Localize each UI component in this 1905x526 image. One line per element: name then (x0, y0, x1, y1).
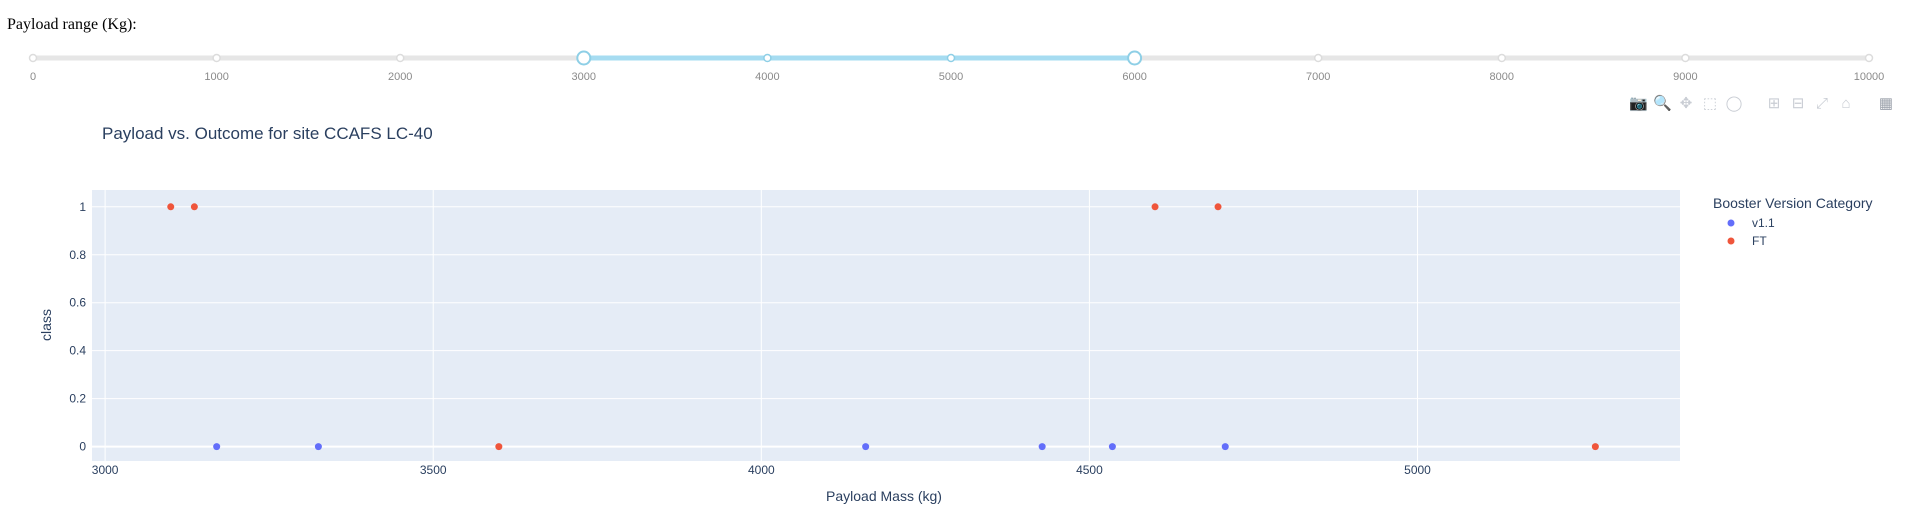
y-tick-label: 0.2 (69, 392, 86, 406)
slider-handle-max[interactable] (1127, 50, 1143, 66)
slider-mark-label: 9000 (1673, 71, 1697, 83)
legend-title: Booster Version Category (1713, 195, 1873, 211)
scatter-point-v1-1 (213, 443, 221, 451)
reset-axes-icon[interactable]: ⌂ (1841, 95, 1851, 112)
slider-mark-dot (1864, 53, 1874, 63)
scatter-point-ft (190, 203, 198, 211)
legend-item-ft[interactable]: FT (1727, 234, 1768, 248)
chart-title: Payload vs. Outcome for site CCAFS LC-40 (102, 124, 433, 143)
scatter-point-ft (1214, 203, 1222, 211)
slider-mark-dot (946, 53, 956, 63)
camera-icon[interactable]: 📷 (1629, 95, 1648, 112)
slider-mark-dot (1681, 53, 1690, 63)
slider-mark-label: 1000 (204, 71, 228, 83)
legend-marker (1727, 219, 1735, 227)
x-tick-label: 4500 (1076, 463, 1103, 477)
slider-mark-label: 6000 (1122, 71, 1146, 83)
plotly-logo-icon[interactable]: ▦ (1878, 95, 1894, 112)
legend-label: FT (1752, 234, 1767, 248)
x-tick-label: 5000 (1404, 463, 1431, 477)
scatter-point-ft (1151, 203, 1159, 211)
slider-mark-label: 10000 (1854, 71, 1885, 83)
slider-mark-label: 8000 (1490, 71, 1514, 83)
slider-mark-label: 0 (30, 71, 36, 83)
zoom-in-icon[interactable]: ⊞ (1767, 95, 1781, 112)
y-tick-label: 0.8 (69, 248, 86, 262)
y-tick-label: 0 (79, 440, 86, 454)
scatter-point-v1-1 (1108, 443, 1116, 451)
zoom-out-icon[interactable]: ⊟ (1791, 95, 1805, 112)
slider-mark-dot (763, 53, 772, 63)
scatter-point-v1-1 (1038, 443, 1046, 451)
scatter-point-ft (167, 203, 175, 211)
x-tick-label: 4000 (748, 463, 775, 477)
legend-label: v1.1 (1752, 216, 1775, 230)
slider-mark-label: 5000 (939, 71, 963, 83)
legend-item-v1-1[interactable]: v1.1 (1727, 216, 1776, 230)
plot-area (92, 190, 1680, 461)
y-tick-label: 0.6 (69, 296, 86, 310)
scatter-point-ft (495, 443, 503, 451)
lasso-select-icon[interactable]: ◯ (1725, 95, 1743, 112)
y-tick-label: 0.4 (69, 344, 86, 358)
slider-handle-min[interactable] (576, 50, 592, 66)
x-tick-label: 3500 (420, 463, 447, 477)
slider-mark-label: 3000 (572, 71, 596, 83)
pan-icon[interactable]: ✥ (1679, 95, 1693, 112)
scatter-point-v1-1 (862, 443, 870, 451)
legend-marker (1727, 237, 1735, 245)
zoom-icon[interactable]: 🔍 (1653, 95, 1672, 112)
slider-mark-dot (28, 53, 38, 63)
scatter-point-v1-1 (1221, 443, 1229, 451)
x-axis-label: Payload Mass (kg) (826, 488, 942, 504)
slider-mark-label: 2000 (388, 71, 412, 83)
slider-mark-dot (395, 53, 405, 63)
slider-mark-dot (1497, 53, 1507, 63)
payload-range-label: Payload range (Kg): (7, 16, 137, 33)
payload-range-slider[interactable]: 0 1000 2000 3000 4000 5000 6000 7000 8000 9000 100… (0, 0, 1905, 90)
y-axis-label: class (38, 309, 54, 341)
x-tick-label: 3000 (92, 463, 119, 477)
slider-mark-dot (1313, 53, 1323, 63)
box-select-icon[interactable]: ⬚ (1702, 95, 1718, 112)
y-tick-label: 1 (79, 200, 86, 214)
autoscale-icon[interactable]: ⤢ (1815, 95, 1828, 112)
scatter-point-v1-1 (314, 443, 322, 451)
slider-mark-label: 4000 (755, 71, 779, 83)
scatter-point-ft (1591, 443, 1599, 451)
slider-mark-label: 7000 (1306, 71, 1330, 83)
plot-modebar: 📷 🔍 ✥ ⬚ ◯ ⊞ ⊟ ⤢ ⌂ ▦ (1629, 93, 1895, 115)
slider-mark-dot (212, 53, 221, 63)
